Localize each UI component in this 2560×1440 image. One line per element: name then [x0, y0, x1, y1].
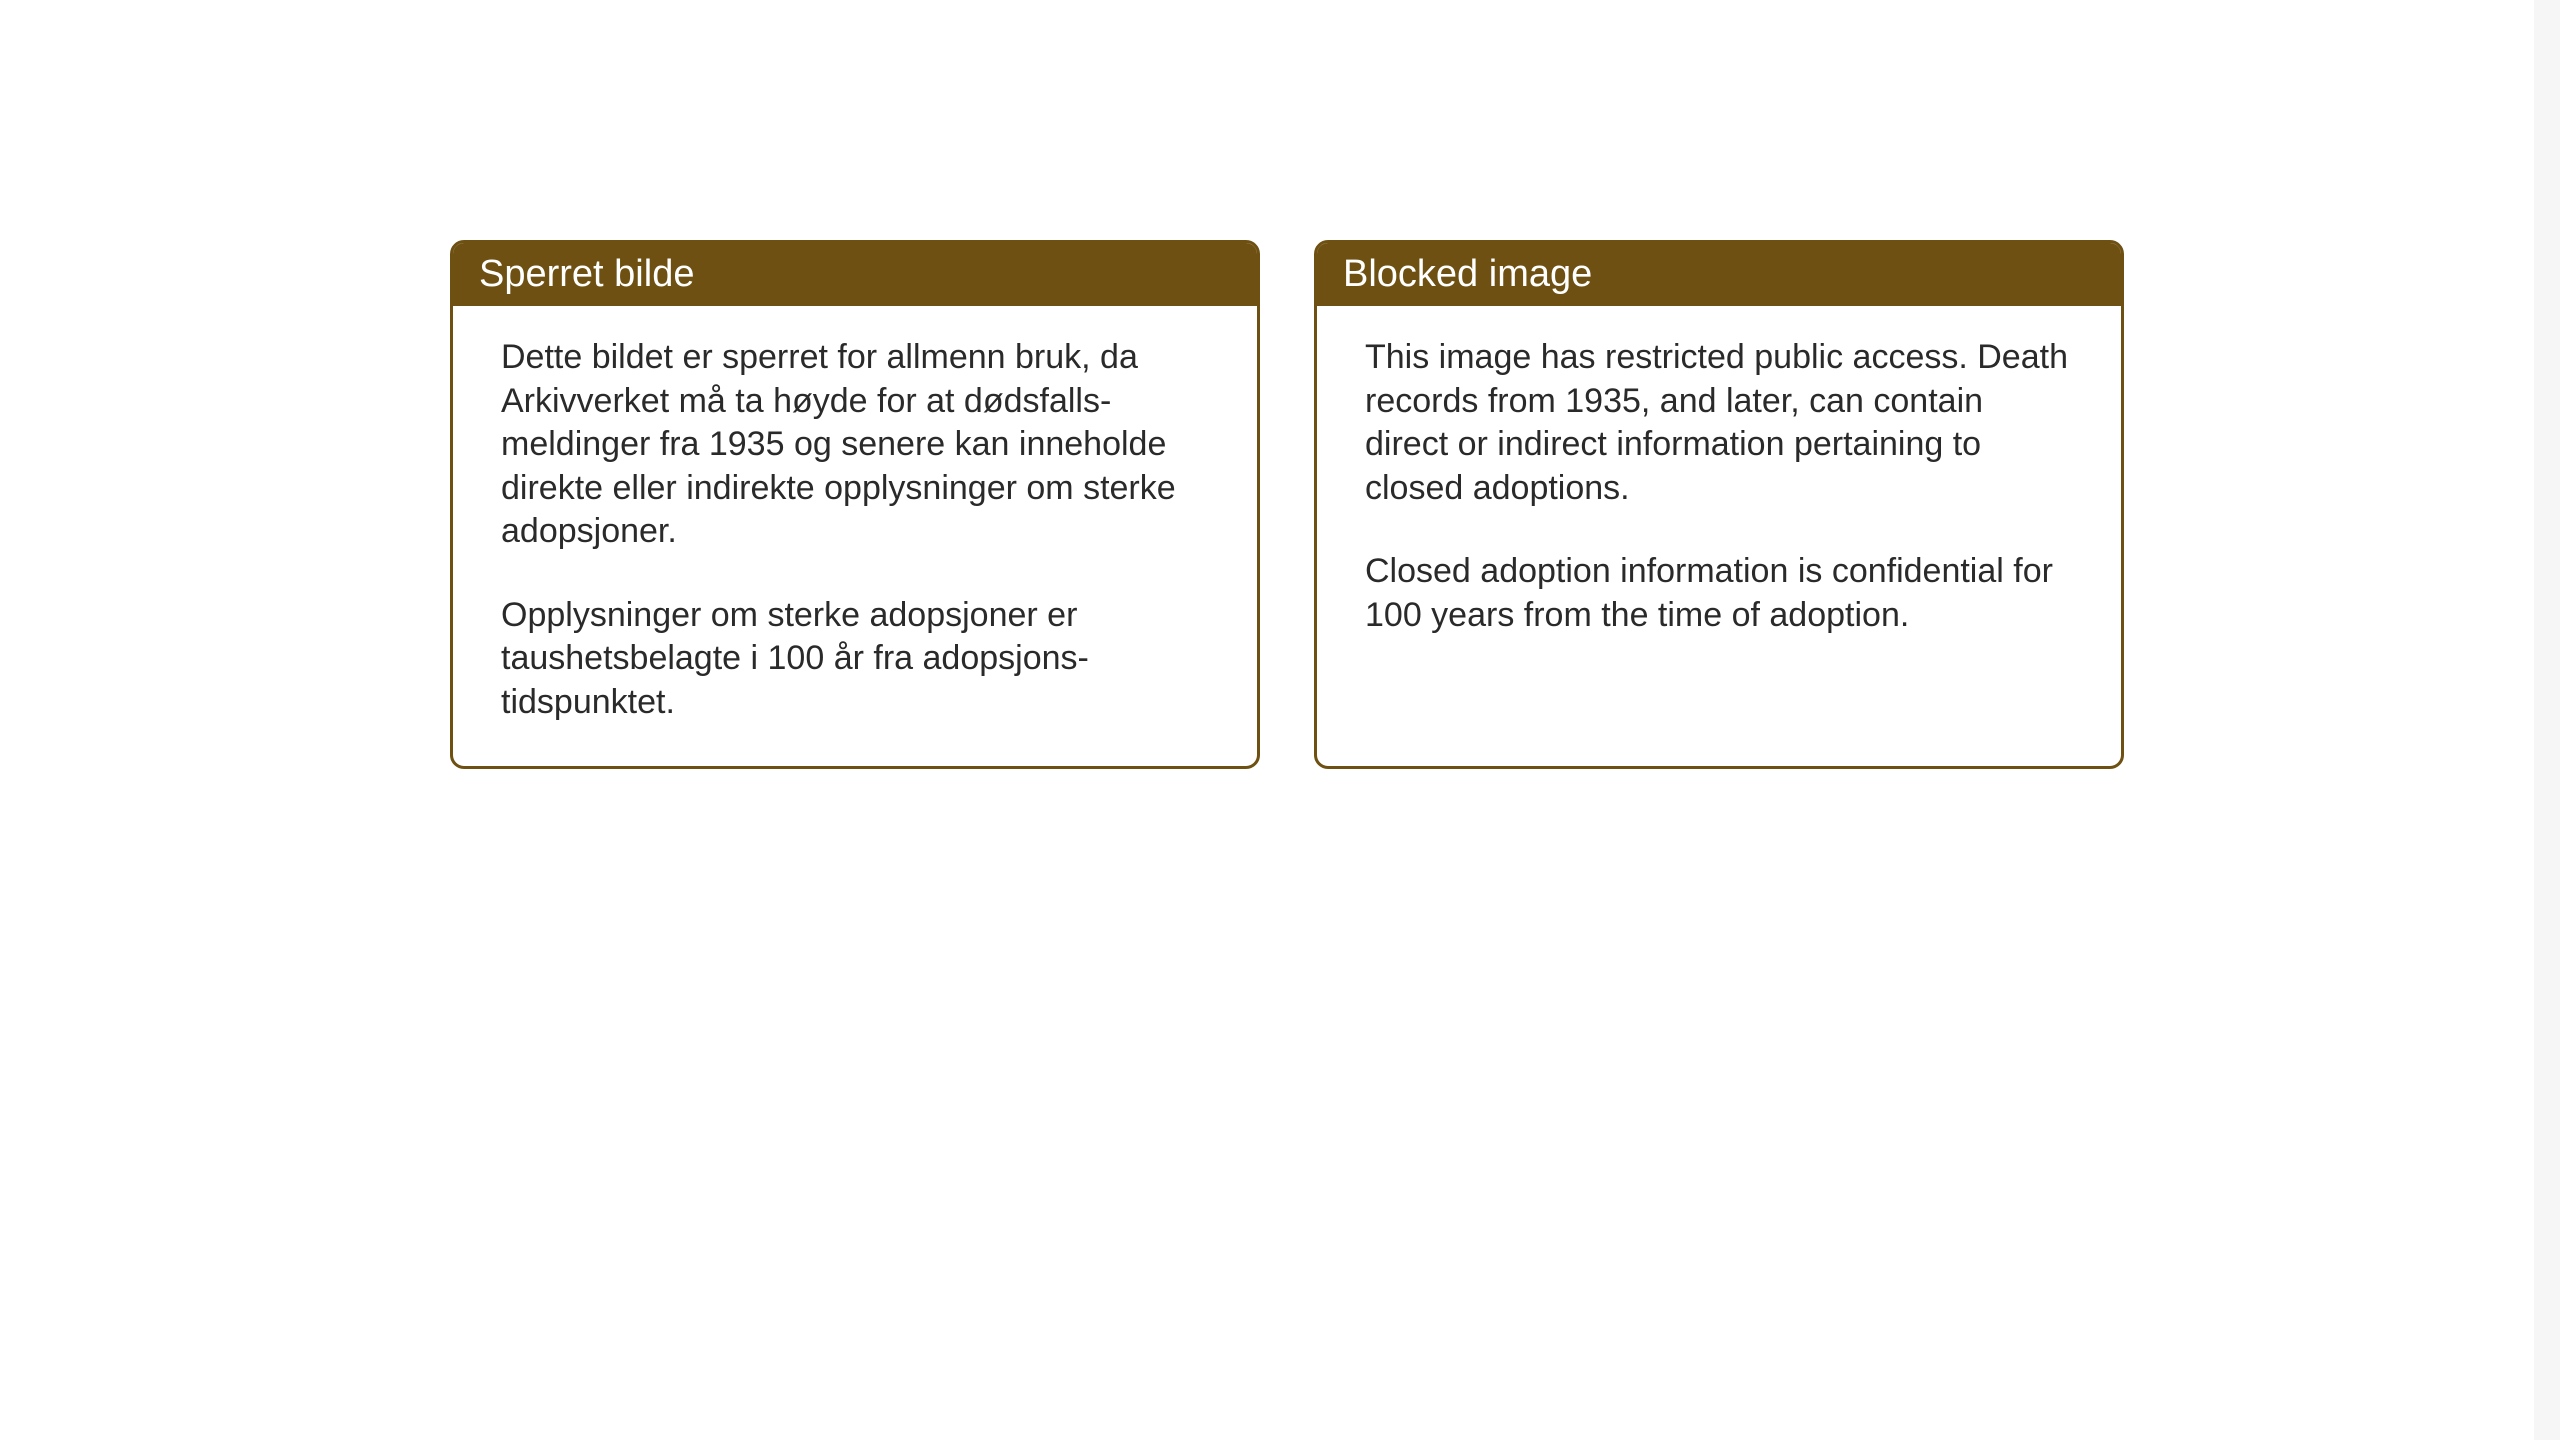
scrollbar-track[interactable]: [2534, 0, 2560, 1440]
notice-title-english: Blocked image: [1343, 253, 1592, 295]
notice-container: Sperret bilde Dette bildet er sperret fo…: [450, 240, 2124, 769]
notice-title-norwegian: Sperret bilde: [479, 253, 694, 295]
notice-paragraph-2-english: Closed adoption information is confident…: [1365, 550, 2073, 637]
notice-body-english: This image has restricted public access.…: [1317, 306, 2121, 679]
notice-paragraph-2-norwegian: Opplysninger om sterke adopsjoner er tau…: [501, 594, 1209, 725]
notice-paragraph-1-english: This image has restricted public access.…: [1365, 336, 2073, 510]
notice-body-norwegian: Dette bildet er sperret for allmenn bruk…: [453, 306, 1257, 766]
notice-header-norwegian: Sperret bilde: [453, 243, 1257, 306]
notice-header-english: Blocked image: [1317, 243, 2121, 306]
notice-box-norwegian: Sperret bilde Dette bildet er sperret fo…: [450, 240, 1260, 769]
notice-paragraph-1-norwegian: Dette bildet er sperret for allmenn bruk…: [501, 336, 1209, 554]
notice-box-english: Blocked image This image has restricted …: [1314, 240, 2124, 769]
